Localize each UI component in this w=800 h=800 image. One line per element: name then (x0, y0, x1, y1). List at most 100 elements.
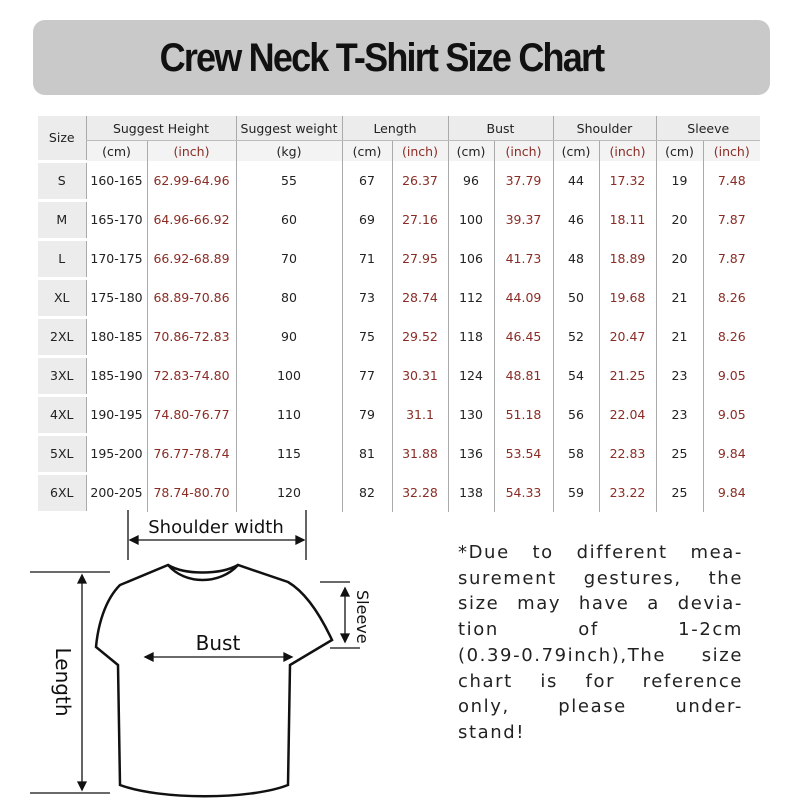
value-cell: 71 (341, 239, 392, 278)
size-cell: L (38, 237, 86, 280)
value-cell: 100 (447, 200, 494, 239)
value-cell: 46 (552, 200, 599, 239)
value-cell: 58 (552, 434, 599, 473)
value-cell: 76.77-78.74 (146, 434, 236, 473)
value-cell: 25 (655, 473, 703, 512)
value-cell: 27.95 (391, 239, 448, 278)
note-line: only, please under- (458, 696, 743, 718)
value-cell: 100 (235, 356, 342, 395)
value-cell: 70 (235, 239, 342, 278)
value-cell: 82 (341, 473, 392, 512)
unit-header: (cm) (655, 140, 703, 161)
size-header: Size (38, 116, 86, 162)
value-cell: 50 (552, 278, 599, 317)
value-cell: 9.05 (702, 395, 760, 434)
value-cell: 62.99-64.96 (146, 161, 236, 200)
column-group-header: Length (341, 116, 448, 141)
value-cell: 60 (235, 200, 342, 239)
value-cell: 175-180 (85, 278, 147, 317)
unit-header: (cm) (341, 140, 392, 161)
length-label: Length (51, 648, 75, 717)
unit-header: (inch) (702, 140, 760, 161)
value-cell: 118 (447, 317, 494, 356)
value-cell: 18.89 (598, 239, 656, 278)
value-cell: 185-190 (85, 356, 147, 395)
value-cell: 78.74-80.70 (146, 473, 236, 512)
table-row: XL 175-180 68.89-70.86 80 73 28.74 112 44.09 50 1… (38, 276, 760, 319)
value-cell: 7.87 (702, 239, 760, 278)
value-cell: 66.92-68.89 (146, 239, 236, 278)
value-cell: 59 (552, 473, 599, 512)
value-cell: 9.84 (702, 473, 760, 512)
value-cell: 74.80-76.77 (146, 395, 236, 434)
value-cell: 81 (341, 434, 392, 473)
unit-header: (cm) (85, 140, 147, 161)
value-cell: 20 (655, 200, 703, 239)
unit-header: (cm) (552, 140, 599, 161)
note-line: chart is for reference (458, 670, 743, 692)
value-cell: 23 (655, 395, 703, 434)
value-cell: 53.54 (493, 434, 553, 473)
value-cell: 75 (341, 317, 392, 356)
size-cell: 5XL (38, 432, 86, 475)
tshirt-outline (94, 563, 334, 798)
value-cell: 160-165 (85, 161, 147, 200)
value-cell: 41.73 (493, 239, 553, 278)
value-cell: 80 (235, 278, 342, 317)
measurement-note: *Due to different mea-surement gestures,… (458, 540, 743, 746)
value-cell: 68.89-70.86 (146, 278, 236, 317)
value-cell: 39.37 (493, 200, 553, 239)
value-cell: 67 (341, 161, 392, 200)
value-cell: 48.81 (493, 356, 553, 395)
value-cell: 130 (447, 395, 494, 434)
value-cell: 180-185 (85, 317, 147, 356)
value-cell: 69 (341, 200, 392, 239)
value-cell: 23 (655, 356, 703, 395)
size-table: Size Suggest Height Suggest weight Length Bu… (38, 116, 760, 514)
value-cell: 48 (552, 239, 599, 278)
value-cell: 110 (235, 395, 342, 434)
sleeve-label: Sleeve (353, 590, 372, 644)
value-cell: 27.16 (391, 200, 448, 239)
value-cell: 90 (235, 317, 342, 356)
value-cell: 8.26 (702, 317, 760, 356)
value-cell: 70.86-72.83 (146, 317, 236, 356)
note-line: stand! (458, 721, 526, 743)
unit-header: (inch) (391, 140, 448, 161)
value-cell: 31.88 (391, 434, 448, 473)
note-line: (0.39-0.79inch),The size (458, 644, 743, 666)
table-row: M 165-170 64.96-66.92 60 69 27.16 100 39.37 46 18… (38, 198, 760, 241)
value-cell: 64.96-66.92 (146, 200, 236, 239)
value-cell: 28.74 (391, 278, 448, 317)
value-cell: 32.28 (391, 473, 448, 512)
value-cell: 120 (235, 473, 342, 512)
table-row: 3XL 185-190 72.83-74.80 100 77 30.31 124 48.81 5… (38, 354, 760, 397)
value-cell: 77 (341, 356, 392, 395)
size-cell: M (38, 198, 86, 241)
value-cell: 7.87 (702, 200, 760, 239)
value-cell: 170-175 (85, 239, 147, 278)
value-cell: 124 (447, 356, 494, 395)
value-cell: 112 (447, 278, 494, 317)
unit-row: (cm) (inch) (kg) (cm) (inch) (cm) (inch) (cm) (i… (38, 140, 760, 161)
column-group-header: Suggest Height (85, 116, 236, 141)
note-line: tion of 1-2cm (458, 619, 743, 641)
value-cell: 54 (552, 356, 599, 395)
value-cell: 55 (235, 161, 342, 200)
value-cell: 106 (447, 239, 494, 278)
value-cell: 37.79 (493, 161, 553, 200)
size-cell: 6XL (38, 471, 86, 514)
column-group-header: Bust (447, 116, 553, 141)
value-cell: 19.68 (598, 278, 656, 317)
value-cell: 115 (235, 434, 342, 473)
value-cell: 22.83 (598, 434, 656, 473)
value-cell: 73 (341, 278, 392, 317)
value-cell: 136 (447, 434, 494, 473)
value-cell: 9.84 (702, 434, 760, 473)
size-cell: XL (38, 276, 86, 319)
size-cell: 3XL (38, 354, 86, 397)
note-line: *Due to different mea- (458, 542, 743, 563)
column-group-header: Sleeve (655, 116, 760, 141)
value-cell: 17.32 (598, 161, 656, 200)
